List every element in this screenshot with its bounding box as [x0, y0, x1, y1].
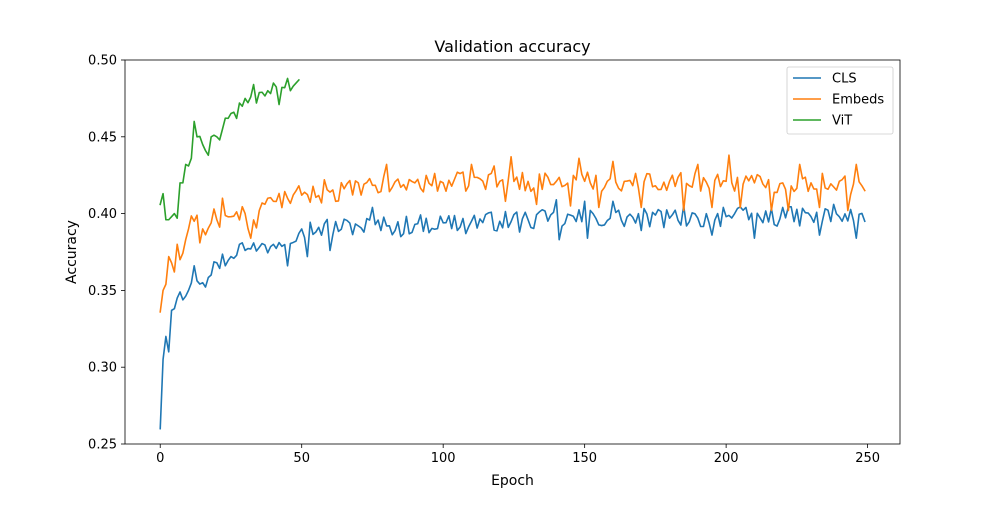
series-layer [159, 77, 866, 430]
y-tick-label: 0.50 [88, 54, 117, 69]
y-tick-label: 0.25 [88, 438, 117, 453]
x-axis-ticks: 0 50 100 150 200 250 [156, 444, 880, 466]
x-tick-label: 150 [572, 451, 597, 466]
legend-label-cls: CLS [832, 72, 857, 87]
axes-frame [124, 59, 901, 445]
x-tick-label: 50 [293, 451, 310, 466]
y-tick-label: 0.45 [88, 130, 117, 145]
x-axis-label: Epoch [491, 473, 534, 489]
legend-items: CLS Embeds ViT [793, 72, 884, 129]
y-tick-label: 0.30 [88, 361, 117, 376]
x-tick-label: 0 [156, 451, 164, 466]
x-tick-label: 100 [431, 451, 456, 466]
legend-label-vit: ViT [832, 114, 852, 129]
series-line-vit [159, 77, 301, 221]
plot-area: 0 50 100 150 200 250 0.25 0.30 0.35 0.40 0.45 0.50 [88, 54, 901, 466]
y-tick-label: 0.35 [88, 284, 117, 299]
x-tick-label: 200 [714, 451, 739, 466]
y-axis-label: Accuracy [64, 220, 80, 284]
x-tick-label: 250 [855, 451, 880, 466]
y-axis-ticks: 0.25 0.30 0.35 0.40 0.45 0.50 [88, 54, 125, 453]
series-line-cls [159, 198, 866, 430]
y-tick-label: 0.40 [88, 207, 117, 222]
series-line-embeds [159, 154, 866, 313]
legend-label-embeds: Embeds [832, 93, 884, 108]
legend: CLS Embeds ViT [786, 66, 894, 135]
chart-title: Validation accuracy [434, 37, 590, 56]
legend-box [786, 66, 894, 135]
